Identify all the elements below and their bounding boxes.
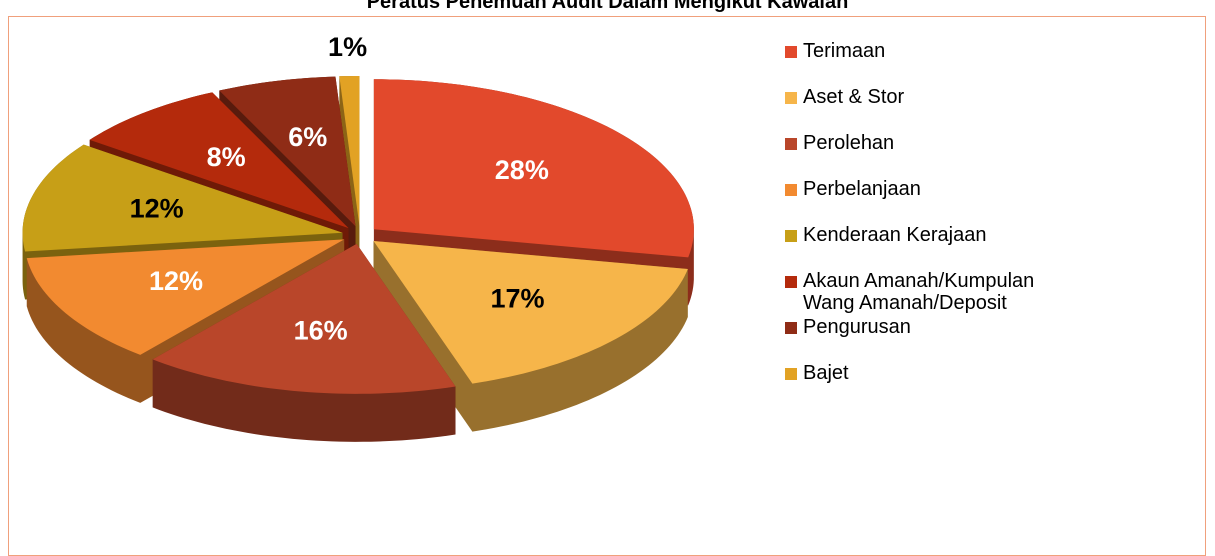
legend-swatch [785,92,797,104]
slice [219,76,356,227]
data-label: 17% [490,284,544,314]
legend-label: Kenderaan Kerajaan [803,224,987,246]
slice [26,239,345,355]
data-label: 28% [495,155,549,185]
legend-label: Akaun Amanah/Kumpulan Wang Amanah/Deposi… [803,270,1035,314]
data-label: 12% [149,266,203,296]
legend-label: Terimaan [803,40,886,62]
data-label: 1% [328,32,367,62]
legend-item: Perbelanjaan [785,178,1055,224]
legend-item: Pengurusan [785,316,1055,362]
slice [89,92,349,229]
data-label: 16% [294,315,348,345]
slice [373,240,688,384]
legend-item: Aset & Stor [785,86,1055,132]
legend-label: Bajet [803,362,849,384]
legend-swatch [785,368,797,380]
legend-swatch [785,276,797,288]
legend-label: Aset & Stor [803,86,905,108]
chart: 1% 6% 8% 28% 12% 12% 17% 16% [22,32,694,442]
legend-item: Kenderaan Kerajaan [785,224,1055,270]
legend-label: Perolehan [803,132,895,154]
legend-swatch [785,322,797,334]
legend-swatch [785,46,797,58]
data-label: 12% [130,194,184,224]
slice [22,144,343,252]
legend-swatch [785,230,797,242]
legend-item: Bajet [785,362,1055,408]
chart-title: Peratus Penemuan Audit Dalam Mengikut Ka… [366,0,849,13]
slice [373,79,694,258]
slice [152,243,456,394]
slice [339,76,360,227]
legend-label: Pengurusan [803,316,911,338]
legend-item: Akaun Amanah/Kumpulan Wang Amanah/Deposi… [785,270,1055,316]
legend-item: Perolehan [785,132,1055,178]
legend: Terimaan Aset & Stor Perolehan Perbelanjaan… [785,40,1055,408]
legend-swatch [785,184,797,196]
data-label: 8% [207,142,246,172]
legend-item: Terimaan [785,40,1055,86]
legend-swatch [785,138,797,150]
legend-label: Perbelanjaan [803,178,921,200]
data-label: 6% [288,122,327,152]
